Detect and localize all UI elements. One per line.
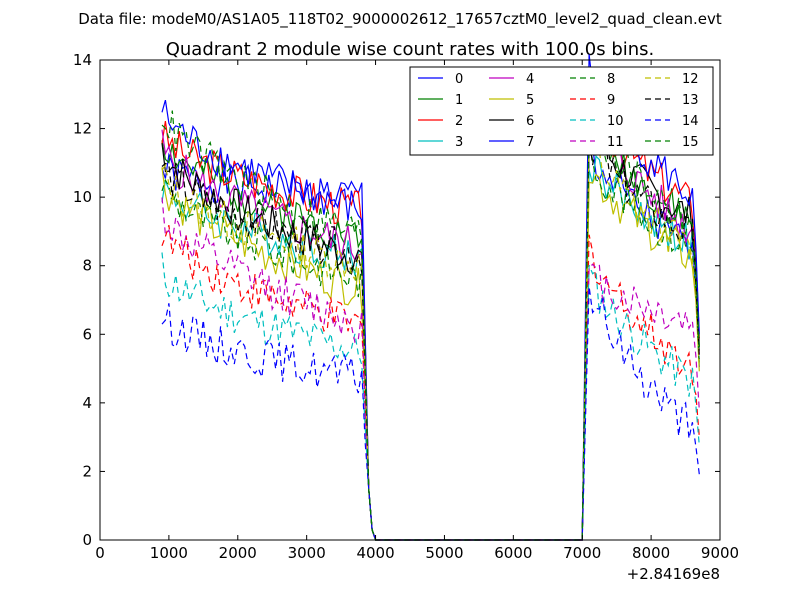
series-line-2 <box>161 91 700 541</box>
legend-frame <box>409 66 714 156</box>
legend-label-14: 14 <box>682 114 699 129</box>
y-tick-label: 6 <box>82 325 92 343</box>
legend-label-11: 11 <box>607 135 624 150</box>
series-line-4 <box>161 120 700 541</box>
legend-label-15: 15 <box>682 135 699 150</box>
legend-label-10: 10 <box>607 114 624 129</box>
series-line-0 <box>161 144 700 541</box>
series-layer <box>161 54 700 541</box>
chart-suptitle: Data file: modeM0/AS1A05_118T02_90000026… <box>78 10 722 29</box>
series-line-9 <box>161 225 700 541</box>
series-line-10 <box>161 252 700 541</box>
plot-frame <box>99 59 721 541</box>
legend-label-1: 1 <box>455 93 463 108</box>
x-tick-label: 2000 <box>219 544 257 562</box>
legend-label-13: 13 <box>682 93 699 108</box>
legend-label-5: 5 <box>526 93 534 108</box>
legend-label-7: 7 <box>526 135 534 150</box>
y-tick-label: 10 <box>73 188 92 206</box>
y-tick-label: 8 <box>82 257 92 275</box>
x-tick-label: 1000 <box>150 544 188 562</box>
series-line-1 <box>161 111 700 541</box>
x-tick-label: 3000 <box>288 544 326 562</box>
legend-label-0: 0 <box>455 72 463 87</box>
x-tick-label: 0 <box>95 544 105 562</box>
y-tick-label: 12 <box>73 120 92 138</box>
x-tick-label: 8000 <box>632 544 670 562</box>
y-tick-label: 2 <box>82 462 92 480</box>
x-tick-label: 9000 <box>701 544 739 562</box>
y-tick-label: 0 <box>82 531 92 549</box>
x-tick-label: 7000 <box>563 544 601 562</box>
series-line-15 <box>161 110 700 541</box>
tick-layer: 0 1000 2000 3000 4000 5000 6000 7000 8000 9000 0 2 4… <box>73 51 739 562</box>
series-line-7 <box>161 54 700 541</box>
y-tick-label: 14 <box>73 51 92 69</box>
series-line-3 <box>161 154 700 541</box>
legend-label-8: 8 <box>607 72 615 87</box>
legend-label-3: 3 <box>455 135 463 150</box>
series-line-14 <box>161 286 700 541</box>
series-line-11 <box>161 197 700 541</box>
x-offset-label: +2.84169e8 <box>627 565 720 583</box>
legend-label-9: 9 <box>607 93 615 108</box>
x-tick-label: 5000 <box>425 544 463 562</box>
x-tick-label: 6000 <box>494 544 532 562</box>
chart-title: Quadrant 2 module wise count rates with … <box>166 39 655 60</box>
x-tick-label: 4000 <box>356 544 394 562</box>
series-line-12 <box>161 133 700 541</box>
series-line-8 <box>161 139 700 541</box>
legend-label-4: 4 <box>526 72 534 87</box>
legend-label-6: 6 <box>526 114 534 129</box>
y-tick-label: 4 <box>82 394 92 412</box>
legend-label-12: 12 <box>682 72 699 87</box>
series-line-13 <box>161 136 700 541</box>
legend-label-2: 2 <box>455 114 463 129</box>
